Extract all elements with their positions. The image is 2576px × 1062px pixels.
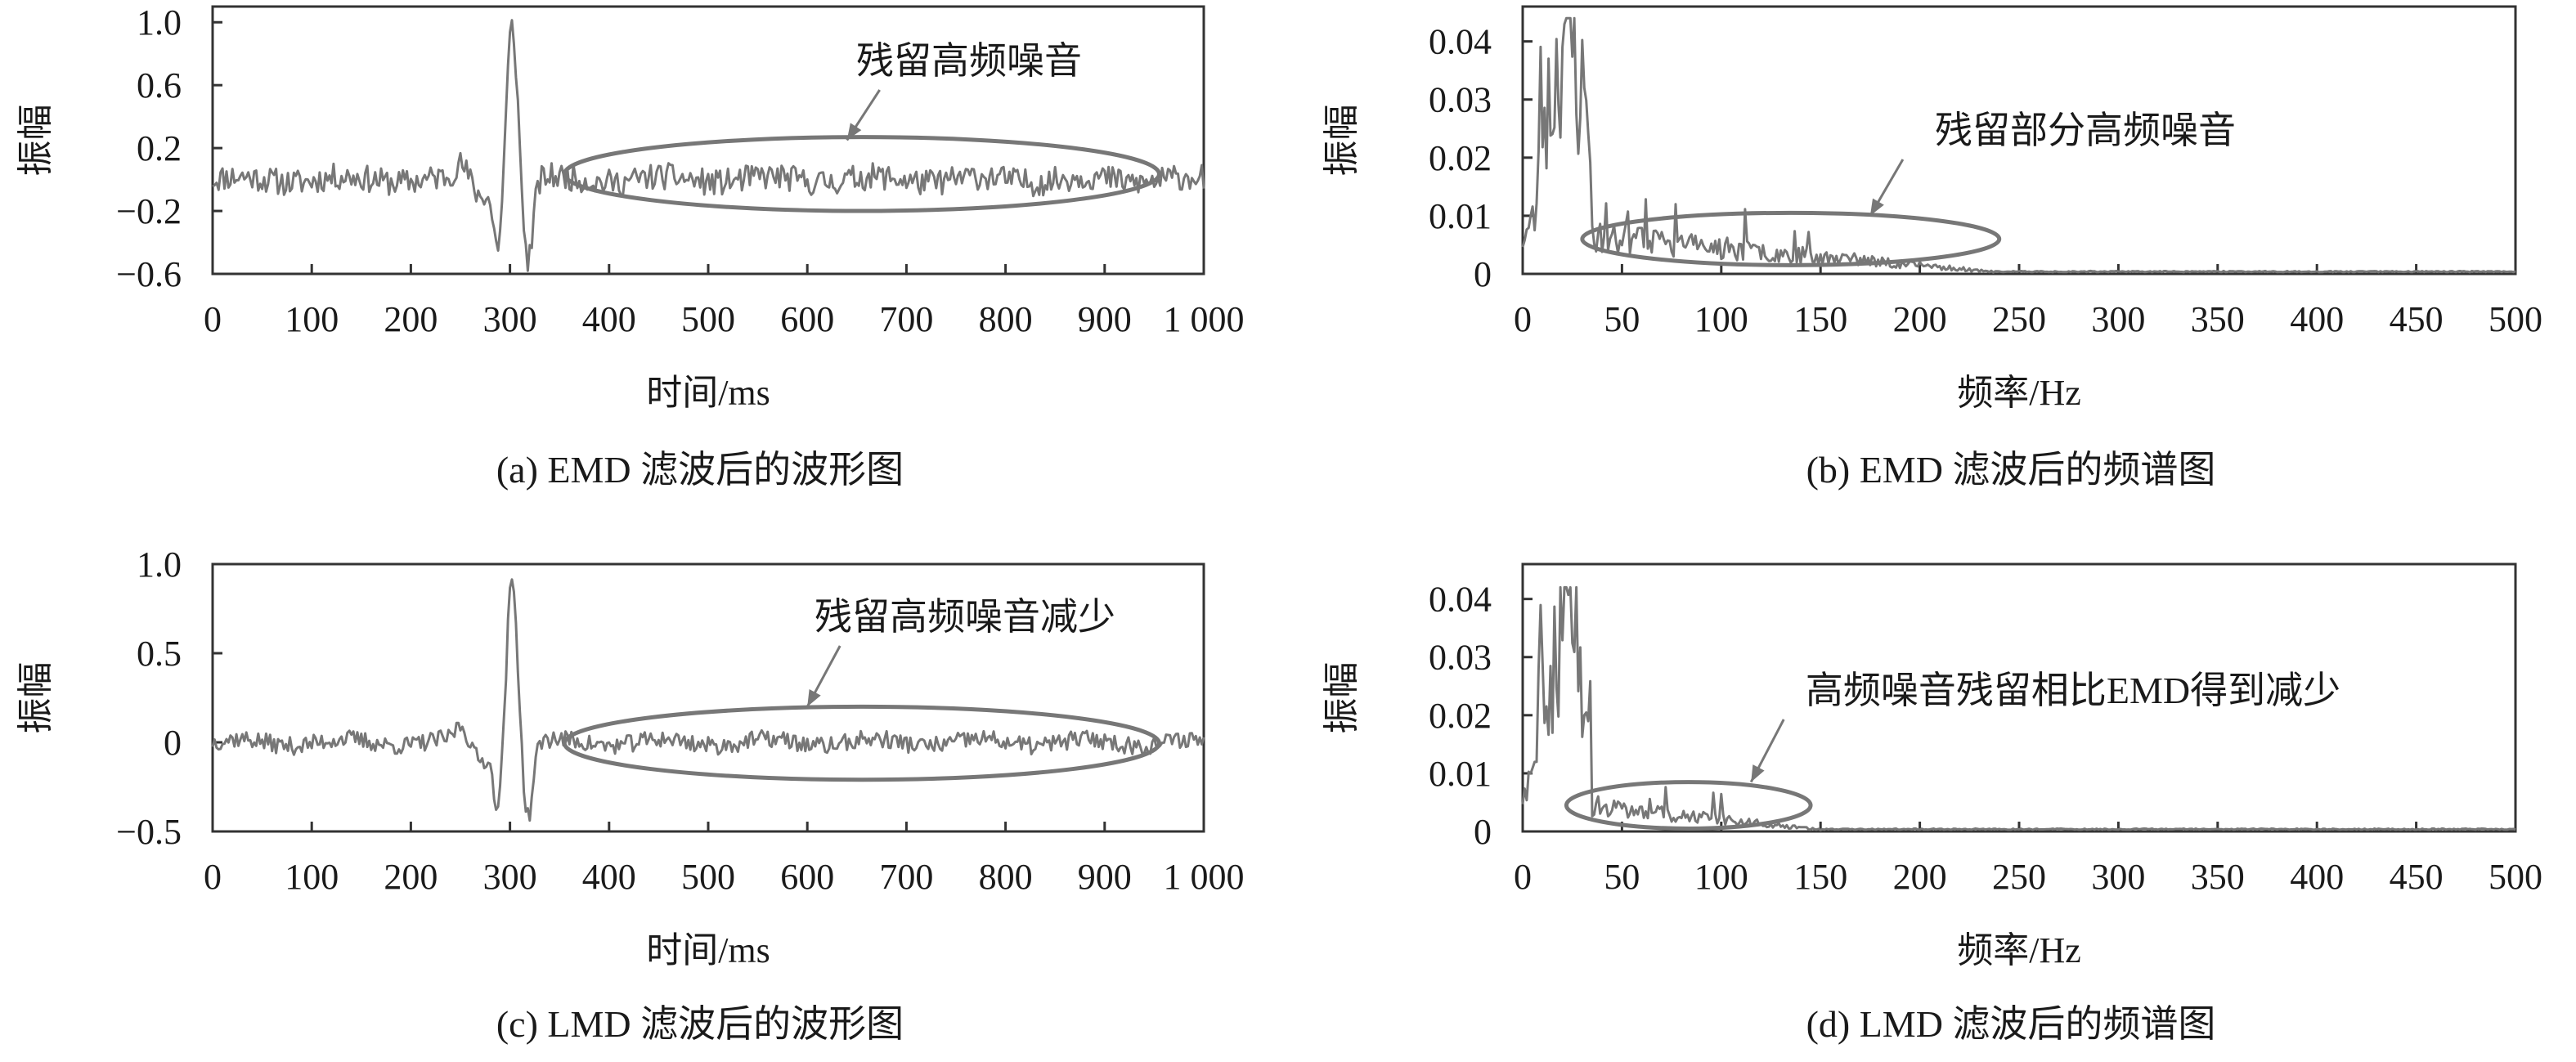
x-tick-label: 400	[582, 857, 636, 897]
annotation-ellipse	[562, 704, 1161, 782]
x-tick-label: 300	[2091, 299, 2145, 339]
x-tick-label: 1 000	[1164, 857, 1245, 897]
x-tick-label: 300	[483, 857, 537, 897]
y-tick-label: 0	[1474, 812, 1492, 852]
signal-line	[212, 19, 1205, 272]
x-tick-label: 400	[2290, 857, 2344, 897]
annotation-arrowhead	[1869, 198, 1884, 216]
y-tick-label: 0.01	[1429, 196, 1492, 236]
x-tick-label: 150	[1793, 299, 1847, 339]
x-tick-label: 350	[2191, 299, 2245, 339]
annotation-ellipse	[562, 135, 1161, 213]
y-tick-label: 1.0	[137, 544, 182, 585]
annotation-text: 残留高频噪音	[856, 40, 1082, 82]
chart-caption: (c) LMD 滤波后的波形图	[496, 1003, 904, 1045]
x-tick-label: 350	[2191, 857, 2245, 897]
annotation-ellipse	[1564, 780, 1813, 831]
x-tick-label: 500	[2488, 857, 2542, 897]
x-tick-label: 250	[1992, 857, 2046, 897]
y-axis-label: 振幅	[16, 105, 56, 177]
x-axis-label: 频率/Hz	[1957, 373, 2081, 413]
annotation-text: 高频噪音残留相比EMD得到减少	[1806, 670, 2340, 711]
x-tick-label: 400	[2290, 299, 2344, 339]
x-tick-label: 0	[204, 299, 222, 339]
y-tick-label: −0.5	[116, 812, 182, 852]
y-tick-label: 0.03	[1429, 638, 1492, 678]
chart-caption: (a) EMD 滤波后的波形图	[496, 449, 904, 491]
annotation-text: 残留部分高频噪音	[1935, 110, 2236, 151]
x-tick-label: 0	[204, 857, 222, 897]
x-tick-label: 450	[2390, 299, 2444, 339]
x-tick-label: 400	[582, 299, 636, 339]
x-tick-label: 500	[681, 299, 735, 339]
x-tick-label: 300	[2091, 857, 2145, 897]
x-tick-label: 100	[1694, 299, 1748, 339]
chart-caption: (d) LMD 滤波后的频谱图	[1806, 1003, 2216, 1045]
y-tick-label: −0.6	[116, 254, 182, 294]
x-tick-label: 200	[384, 857, 438, 897]
x-tick-label: 500	[2488, 299, 2542, 339]
x-tick-label: 100	[285, 857, 339, 897]
x-tick-label: 50	[1604, 299, 1640, 339]
x-tick-label: 900	[1078, 299, 1132, 339]
chart-d: 0 50 100 150 200 250 300 350 400 450 500 0 0.01 0.02 0…	[1322, 562, 2542, 1045]
x-tick-label: 200	[1893, 857, 1947, 897]
y-tick-label: 0.03	[1429, 80, 1492, 120]
x-axis-label: 时间/ms	[646, 930, 770, 970]
x-tick-label: 250	[1992, 299, 2046, 339]
y-tick-label: 0.04	[1429, 22, 1492, 62]
y-tick-label: 1.0	[137, 2, 182, 43]
y-axis-label: 振幅	[1322, 662, 1362, 734]
y-tick-label: −0.2	[116, 191, 182, 231]
x-tick-label: 200	[1893, 299, 1947, 339]
y-tick-label: 0.02	[1429, 696, 1492, 736]
x-tick-label: 700	[879, 299, 933, 339]
signal-line	[1521, 585, 2516, 831]
x-tick-label: 900	[1078, 857, 1132, 897]
x-tick-label: 450	[2390, 857, 2444, 897]
y-tick-label: 0.01	[1429, 754, 1492, 794]
x-tick-label: 600	[780, 299, 834, 339]
y-axis-label: 振幅	[1322, 105, 1362, 177]
annotation-text: 残留高频噪音减少	[815, 596, 1115, 638]
x-tick-label: 600	[780, 857, 834, 897]
x-axis-label: 频率/Hz	[1957, 930, 2081, 970]
x-tick-label: 800	[979, 857, 1033, 897]
signal-line	[211, 578, 1205, 822]
x-tick-label: 300	[483, 299, 537, 339]
chart-c: 0 100 200 300 400 500 600 700 800 900 1 000 −0.5 0 0.…	[16, 544, 1245, 1045]
x-tick-label: 0	[1514, 857, 1532, 897]
chart-a: 0 100 200 300 400 500 600 700 800 900 1 000 −0.6 −0.…	[16, 2, 1245, 491]
y-tick-label: 0.5	[137, 634, 182, 674]
chart-caption: (b) EMD 滤波后的频谱图	[1806, 449, 2216, 491]
x-tick-label: 0	[1514, 299, 1532, 339]
x-tick-label: 700	[879, 857, 933, 897]
y-tick-label: 0.04	[1429, 580, 1492, 620]
x-tick-label: 200	[384, 299, 438, 339]
x-tick-label: 800	[979, 299, 1033, 339]
y-axis-label: 振幅	[16, 662, 56, 734]
x-tick-label: 500	[681, 857, 735, 897]
x-tick-label: 100	[285, 299, 339, 339]
x-tick-label: 50	[1604, 857, 1640, 897]
annotation-arrowhead	[807, 688, 821, 707]
y-tick-label: 0.02	[1429, 138, 1492, 178]
x-tick-label: 100	[1694, 857, 1748, 897]
x-tick-label: 150	[1793, 857, 1847, 897]
annotation-ellipse	[1580, 210, 2002, 267]
y-tick-label: 0.6	[137, 65, 182, 105]
y-tick-label: 0	[164, 723, 182, 763]
signal-line	[1521, 16, 2516, 274]
annotation-arrowhead	[846, 123, 862, 141]
chart-b: 0 50 100 150 200 250 300 350 400 450 500 0 0.01 0.02 0…	[1322, 5, 2542, 491]
x-tick-label: 1 000	[1164, 299, 1245, 339]
x-axis-label: 时间/ms	[646, 373, 770, 413]
y-tick-label: 0	[1474, 254, 1492, 294]
y-tick-label: 0.2	[137, 128, 182, 168]
annotation-arrowhead	[1751, 764, 1765, 782]
